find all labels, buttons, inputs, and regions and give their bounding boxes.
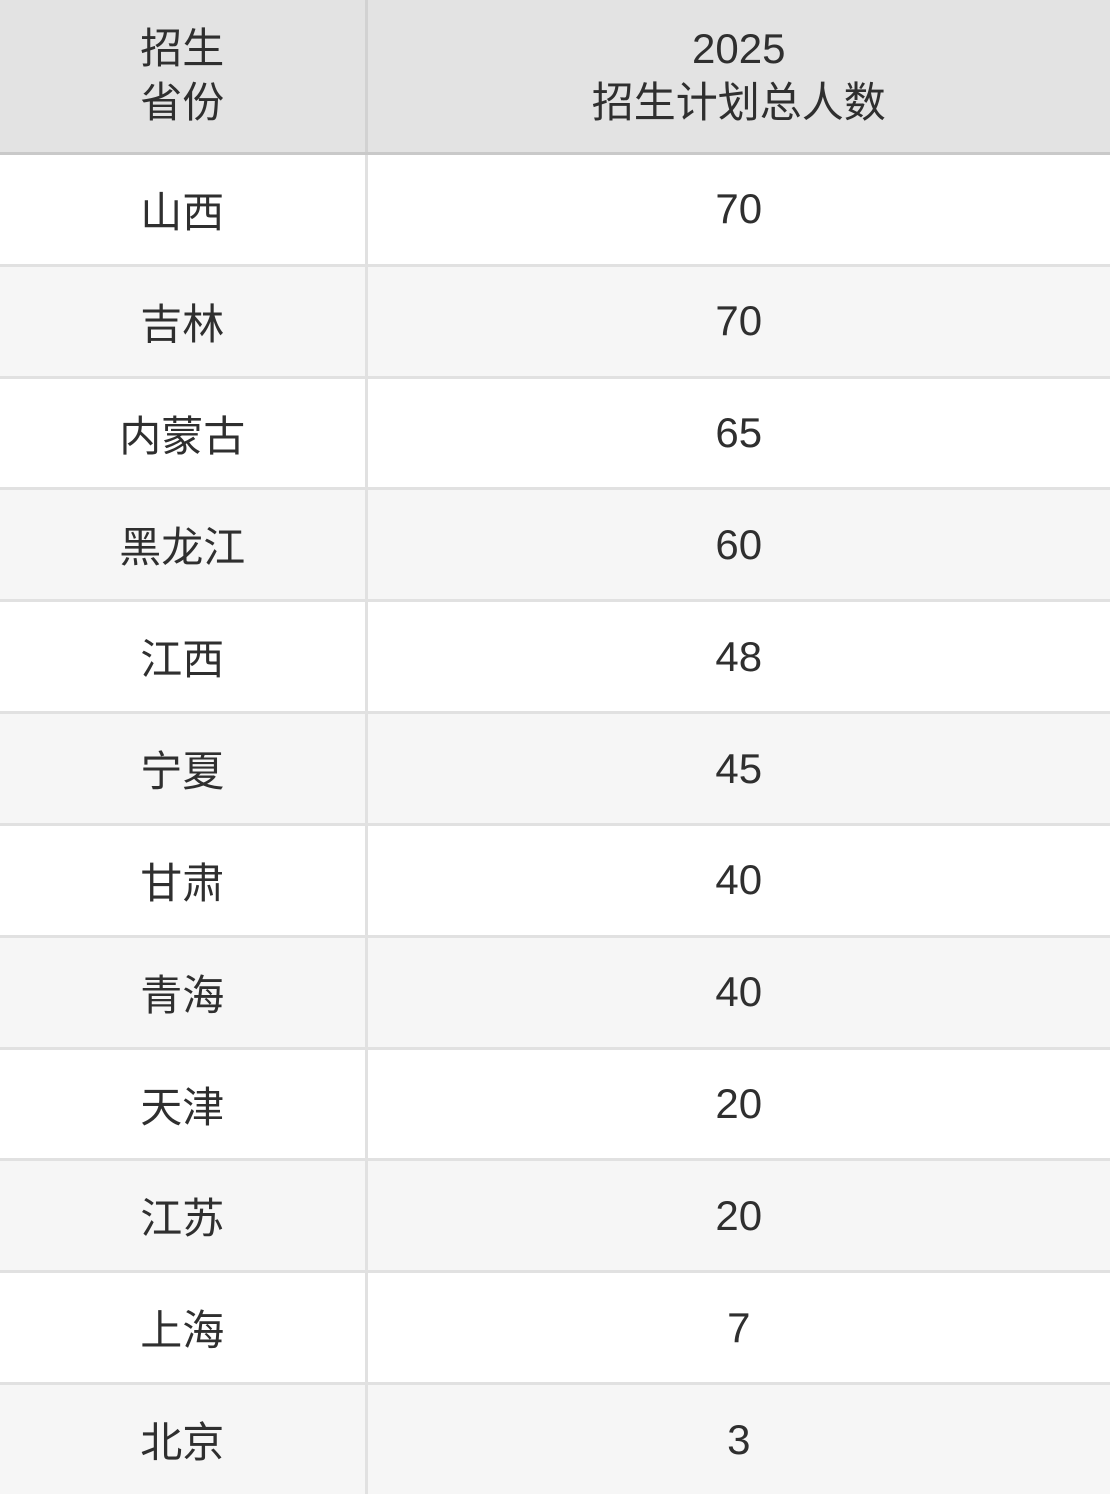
table-row: 北京 3 [0,1382,1110,1494]
plan-count-cell: 45 [366,711,1110,825]
header-cell-plan-total: 2025 招生计划总人数 [366,0,1110,155]
plan-count-cell: 40 [366,822,1110,937]
plan-count-cell: 7 [366,1270,1110,1384]
table-row: 宁夏 45 [0,711,1110,825]
province-cell: 甘肃 [0,822,368,937]
table-row: 吉林 70 [0,263,1110,378]
table-body: 山西 70 吉林 70 内蒙古 65 黑龙江 60 江西 48 宁夏 45 甘肃 40 青海 40 天津 20 江苏… [0,152,1110,1494]
table-row: 内蒙古 65 [0,375,1110,489]
table-row: 天津 20 [0,1046,1110,1160]
table-row: 青海 40 [0,934,1110,1049]
table-row: 江西 48 [0,599,1110,713]
table-row: 黑龙江 60 [0,487,1110,601]
header-cell-province: 招生 省份 [0,0,368,155]
header-row: 招生 省份 2025 招生计划总人数 [0,0,1110,155]
table-row: 山西 70 [0,152,1110,266]
plan-count-cell: 40 [366,934,1110,1049]
plan-count-cell: 65 [366,375,1110,489]
plan-count-cell: 20 [366,1158,1110,1272]
table-row: 江苏 20 [0,1158,1110,1272]
province-cell: 吉林 [0,263,368,378]
province-cell: 山西 [0,152,368,266]
province-cell: 江西 [0,599,368,713]
plan-count-cell: 3 [366,1382,1110,1494]
province-cell: 青海 [0,934,368,1049]
table-row: 甘肃 40 [0,822,1110,937]
province-cell: 内蒙古 [0,375,368,489]
province-cell: 宁夏 [0,711,368,825]
header-plan-label: 招生计划总人数 [591,79,886,126]
header-province-line2: 省份 [140,79,225,126]
plan-count-cell: 60 [366,487,1110,601]
plan-count-cell: 20 [366,1046,1110,1160]
table-row: 上海 7 [0,1270,1110,1384]
plan-count-cell: 48 [366,599,1110,713]
province-cell: 北京 [0,1382,368,1494]
province-cell: 黑龙江 [0,487,368,601]
province-cell: 天津 [0,1046,368,1160]
header-plan-year: 2025 [692,25,786,73]
plan-count-cell: 70 [366,263,1110,378]
province-cell: 江苏 [0,1158,368,1272]
province-cell: 上海 [0,1270,368,1384]
header-province-line1: 招生 [140,25,225,73]
plan-count-cell: 70 [366,152,1110,266]
